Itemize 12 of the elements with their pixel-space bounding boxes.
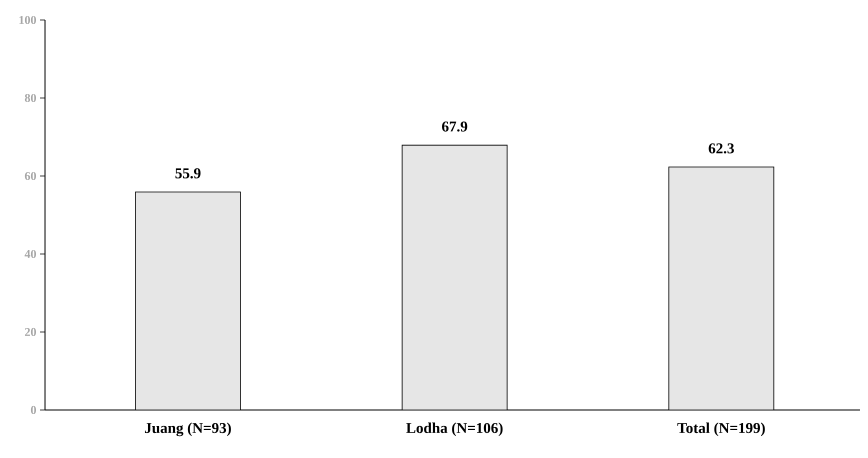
data-label: 62.3 [708, 143, 734, 154]
y-tick-label: 60 [24, 172, 36, 180]
y-tick-label: 0 [30, 406, 36, 414]
y-tick-label: 20 [24, 328, 36, 336]
y-tick-label: 40 [24, 250, 36, 258]
x-tick-label: Lodha (N=106) [406, 422, 503, 436]
data-label: 55.9 [175, 168, 201, 178]
y-tick-label: 80 [24, 94, 36, 102]
x-tick-label: Juang (N=93) [144, 422, 231, 436]
x-tick-label: Total (N=199) [677, 422, 765, 436]
data-label: 67.9 [442, 122, 468, 132]
y-tick-label: 100 [19, 16, 36, 24]
